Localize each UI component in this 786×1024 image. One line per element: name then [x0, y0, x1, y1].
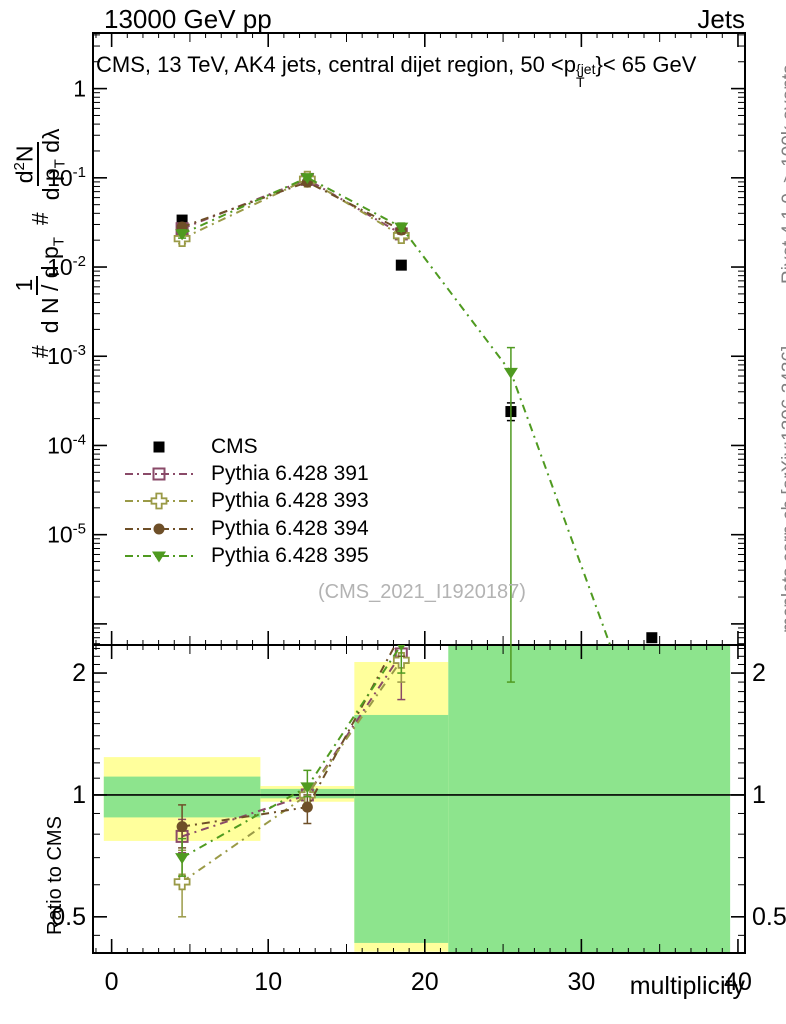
svg-text:10-4: 10-4 — [47, 431, 86, 458]
axis-ticks — [93, 33, 745, 953]
analysis-group-label: Jets — [697, 4, 745, 34]
svg-text:10: 10 — [254, 968, 282, 996]
legend-item-2: Pythia 6.428 393 — [122, 488, 369, 515]
svg-text:0.5: 0.5 — [752, 903, 786, 931]
legend-item-4: Pythia 6.428 395 — [122, 543, 369, 570]
frac2-numerator: d2N — [11, 142, 39, 187]
frac2-denominator: d pT dλ — [37, 128, 69, 201]
svg-text:30: 30 — [567, 968, 595, 996]
panel-title: CMS, 13 TeV, AK4 jets, central dijet reg… — [96, 52, 696, 90]
svg-text:1: 1 — [73, 76, 86, 102]
axis-tick-labels: 110-110-210-310-410-50 10 20 30 402 21 10.5 0.5 — [47, 76, 786, 996]
legend-marker-icon — [125, 493, 194, 510]
legend-marker-icon — [125, 551, 194, 563]
svg-text:2: 2 — [72, 659, 86, 687]
legend-label: Pythia 6.428 395 — [211, 544, 369, 568]
legend-marker-icon — [125, 467, 194, 481]
pt-sup-sub: {jet T — [576, 61, 596, 91]
panel-title-sub: T — [576, 74, 585, 91]
ylabel-frac-2: d2N d pT dλ — [11, 125, 69, 203]
svg-text:20: 20 — [411, 968, 439, 996]
legend-marker-icon — [153, 441, 165, 453]
panel-title-pre: CMS, 13 TeV, AK4 jets, central dijet reg… — [96, 52, 577, 77]
series-Pythia-6-428-394 — [176, 645, 406, 849]
series-Pythia-6-428-395 — [175, 645, 515, 877]
legend: CMS Pythia 6.428 391 Pythia 6.428 393 Pythi… — [122, 433, 369, 570]
mcplots-reference-note: mcplots.cern.ch [arXiv:1306.3436] — [779, 345, 786, 633]
svg-text:0: 0 — [105, 968, 119, 996]
legend-item-0: CMS — [122, 433, 369, 460]
svg-text:10-5: 10-5 — [47, 521, 86, 548]
svg-text:1: 1 — [752, 781, 766, 809]
legend-label: Pythia 6.428 391 — [211, 462, 369, 486]
legend-label: Pythia 6.428 394 — [211, 516, 369, 540]
legend-marker-icon — [125, 523, 194, 535]
y-axis-label-ratio: Ratio to CMS — [44, 816, 66, 935]
ylabel-hash-1: # — [26, 345, 53, 358]
ratio-panel-frame — [92, 644, 746, 954]
svg-text:2: 2 — [752, 659, 766, 687]
svg-text:0.5: 0.5 — [51, 903, 86, 931]
series-Pythia-6-428-394 — [176, 176, 407, 236]
svg-text:1: 1 — [72, 781, 86, 809]
legend-item-1: Pythia 6.428 391 — [122, 460, 369, 487]
series-CMS — [176, 173, 658, 644]
analysis-id-watermark: (CMS_2021_I1920187) — [318, 581, 526, 603]
beam-energy-label: 13000 GeV pp — [104, 4, 272, 34]
legend-label: CMS — [211, 434, 258, 458]
panel-title-sup: {jet — [576, 61, 596, 77]
y-axis-label-main: # 1 d N / d pT # d2N d pT dλ — [11, 125, 69, 358]
ylabel-hash-2: # — [26, 212, 53, 226]
x-axis-label: multiplicity — [629, 972, 745, 1000]
uncertainty-bands — [103, 645, 731, 953]
series-Pythia-6-428-395 — [175, 173, 612, 645]
legend-label: Pythia 6.428 393 — [211, 489, 369, 513]
ylabel-frac-1: 1 d N / d pT — [11, 234, 69, 336]
frac1-denominator: d N / d pT — [37, 237, 69, 334]
rivet-version-note: Rivet 4.1.0, ≥ 100k events — [779, 64, 786, 284]
svg-text:40: 40 — [724, 968, 752, 996]
series-Pythia-6-428-393 — [173, 170, 410, 248]
frac1-numerator: 1 — [11, 275, 39, 295]
panel-title-post: }< 65 GeV — [595, 52, 697, 77]
legend-item-3: Pythia 6.428 394 — [122, 515, 369, 542]
